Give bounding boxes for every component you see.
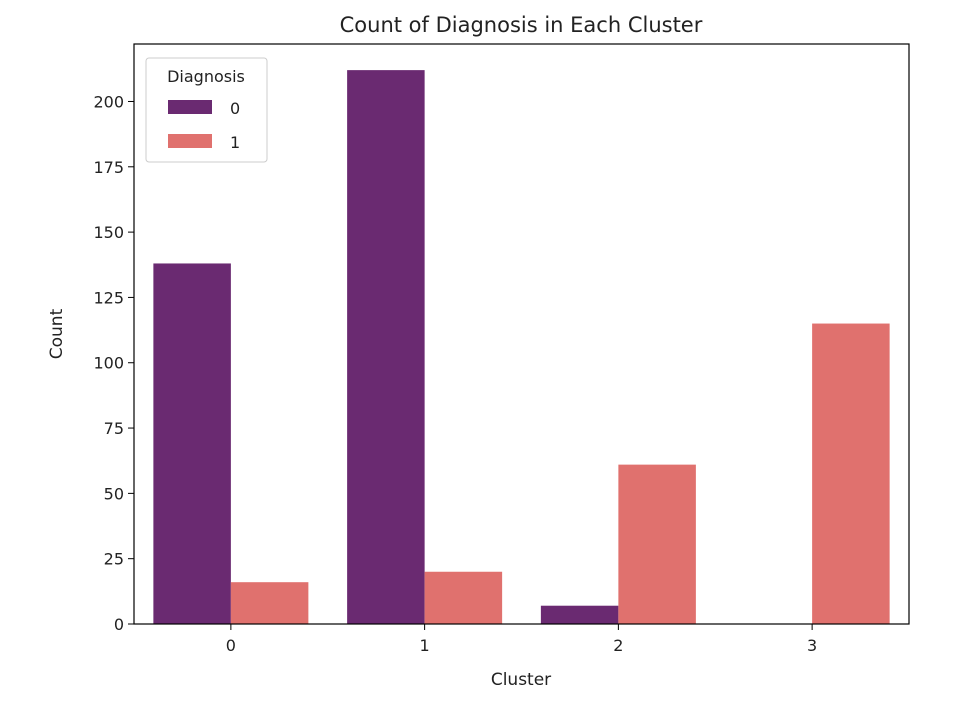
plot-frame — [133, 43, 910, 625]
x-tick-label-0: 0 — [226, 636, 236, 655]
y-tick-label-6: 150 — [93, 223, 124, 242]
bar-cluster-2-diagnosis-0 — [540, 605, 619, 624]
legend: Diagnosis 0 1 — [145, 57, 268, 163]
y-tick-label-4: 100 — [93, 354, 124, 373]
bar-cluster-1-diagnosis-0 — [347, 70, 425, 625]
y-tick-label-2: 50 — [104, 484, 124, 503]
y-axis-label: Count — [47, 308, 67, 359]
x-tick-label-2: 2 — [613, 636, 623, 655]
bar-cluster-2-diagnosis-1 — [618, 464, 696, 624]
y-tick-label-1: 25 — [104, 550, 124, 569]
legend-label-1: 1 — [230, 133, 240, 152]
legend-title: Diagnosis — [167, 67, 245, 86]
y-tick-label-5: 125 — [93, 288, 124, 307]
bar-cluster-3-diagnosis-1 — [812, 323, 890, 624]
x-axis-ticks: 0 1 2 3 — [226, 624, 817, 655]
bar-cluster-1-diagnosis-1 — [424, 571, 503, 624]
y-tick-label-3: 75 — [104, 419, 124, 438]
y-tick-label-7: 175 — [93, 158, 124, 177]
x-axis-label: Cluster — [491, 670, 551, 690]
y-tick-label-0: 0 — [114, 615, 124, 634]
legend-label-0: 0 — [230, 99, 240, 118]
legend-swatch-0 — [168, 100, 212, 114]
chart-title: Count of Diagnosis in Each Cluster — [340, 13, 703, 37]
bar-cluster-0-diagnosis-1 — [230, 582, 309, 624]
bar-cluster-0-diagnosis-0 — [153, 263, 231, 624]
y-axis-ticks: 0 25 50 75 100 125 150 175 200 — [93, 92, 134, 634]
x-tick-label-3: 3 — [807, 636, 817, 655]
legend-swatch-1 — [168, 134, 212, 148]
x-tick-label-1: 1 — [420, 636, 430, 655]
bars-group — [153, 70, 890, 625]
y-tick-label-8: 200 — [93, 92, 124, 111]
